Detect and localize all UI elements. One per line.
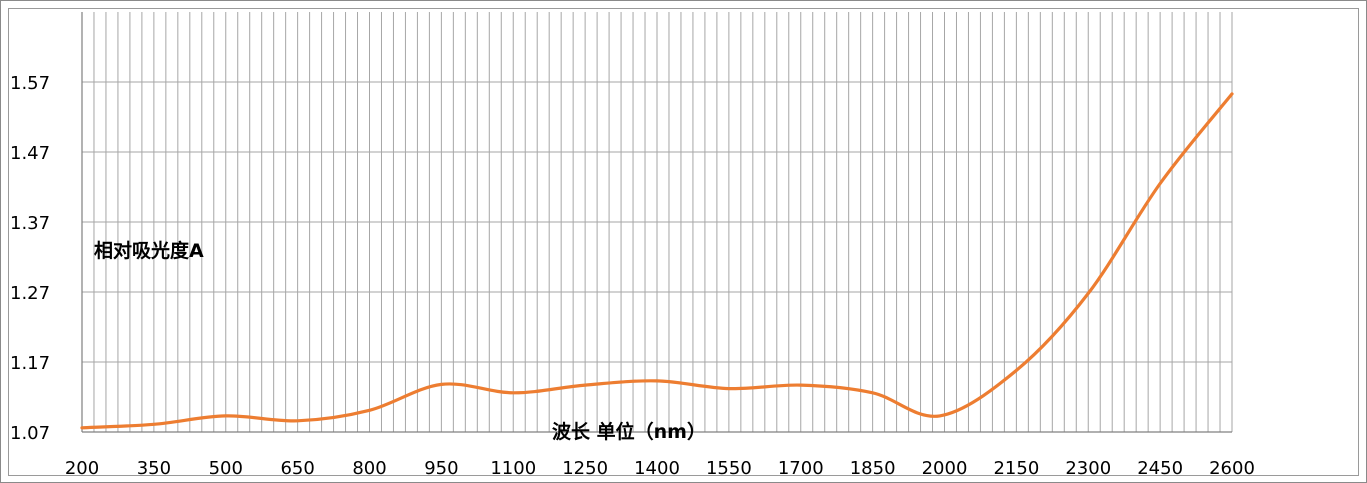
y-axis-label: 相对吸光度A: [94, 239, 204, 262]
x-tick-label: 1400: [634, 458, 680, 479]
x-tick-label: 2600: [1209, 458, 1255, 479]
x-tick-label: 200: [65, 458, 99, 479]
x-tick-label: 500: [209, 458, 243, 479]
x-tick-label: 800: [352, 458, 386, 479]
x-tick-label: 1850: [850, 458, 896, 479]
y-tick-label: 1.17: [10, 353, 50, 374]
axes: [81, 12, 1232, 433]
y-tick-label: 1.37: [10, 213, 50, 234]
series-line-0: [80, 92, 1234, 430]
x-tick-label: 950: [424, 458, 458, 479]
chart-inner-frame: [8, 8, 1359, 476]
x-tick-label: 1700: [778, 458, 824, 479]
y-tick-label: 1.47: [10, 143, 50, 164]
x-tick-label: 2300: [1065, 458, 1111, 479]
x-tick-label: 1550: [706, 458, 752, 479]
y-tick-label: 1.07: [10, 423, 50, 444]
x-tick-label: 350: [137, 458, 171, 479]
y-tick-labels: 1.07 1.17 1.27 1.37 1.47 1.57: [10, 73, 50, 444]
series-lines: [80, 92, 1234, 430]
x-tick-label: 2000: [922, 458, 968, 479]
y-tick-label: 1.57: [10, 73, 50, 94]
x-tick-label: 1250: [562, 458, 608, 479]
x-axis-label: 波长 单位（nm）: [552, 420, 706, 443]
x-tick-labels: 200 350 500 650 800 950 1100 1250 1400 1550 1700 18…: [65, 458, 1255, 479]
x-tick-label: 650: [280, 458, 314, 479]
x-tick-label: 1100: [490, 458, 536, 479]
x-tick-label: 2450: [1137, 458, 1183, 479]
y-tick-label: 1.27: [10, 283, 50, 304]
x-tick-label: 2150: [993, 458, 1039, 479]
